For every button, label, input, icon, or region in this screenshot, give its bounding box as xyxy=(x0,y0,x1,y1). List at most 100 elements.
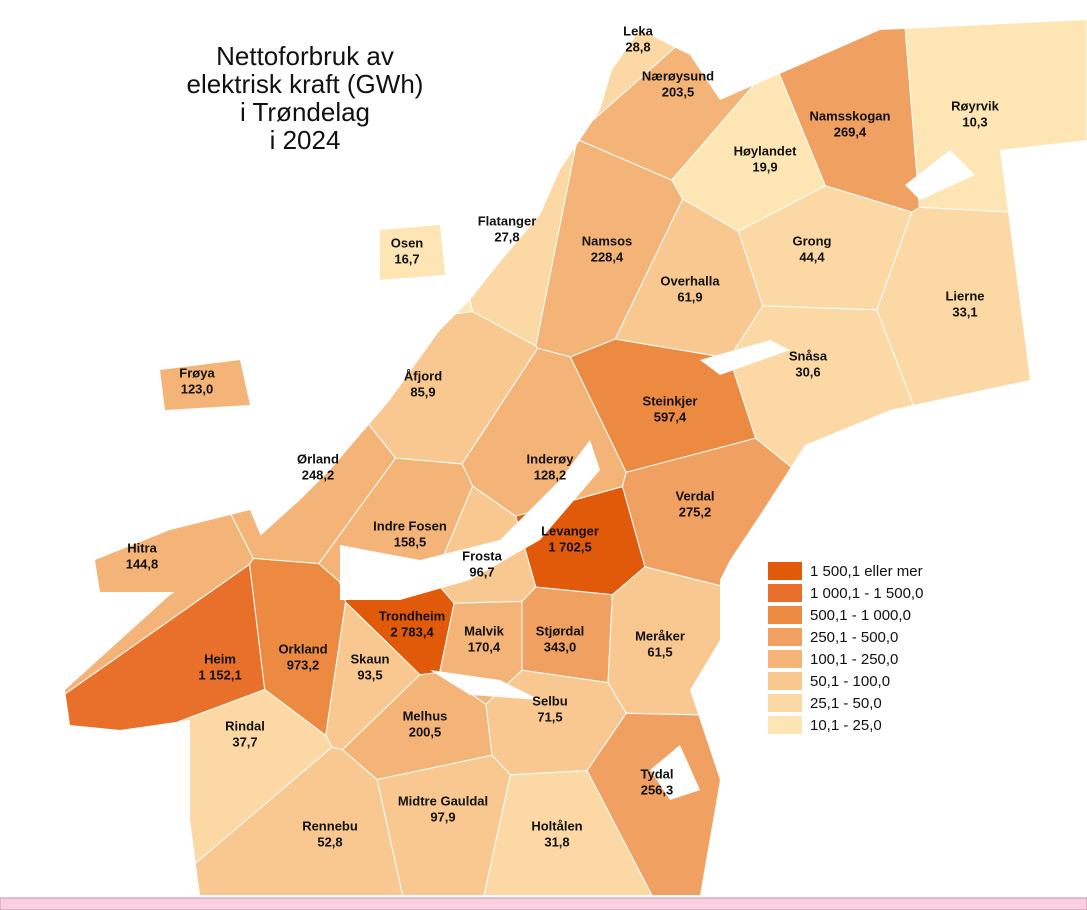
legend-label: 1 500,1 eller mer xyxy=(810,563,923,580)
municipality-name: Frosta xyxy=(462,548,503,563)
municipality-name: Heim xyxy=(204,651,236,666)
municipality-value: 170,4 xyxy=(468,639,501,654)
municipality-name: Midtre Gauldal xyxy=(398,793,488,808)
municipality-name: Åfjord xyxy=(404,368,442,383)
municipality-name: Trondheim xyxy=(379,608,445,623)
municipality-value: 93,5 xyxy=(357,667,382,682)
legend-swatch xyxy=(768,716,802,734)
municipality-area xyxy=(586,712,1087,895)
fjord xyxy=(340,440,600,600)
fjord xyxy=(430,670,540,700)
lake xyxy=(905,150,975,200)
municipality-name: Verdal xyxy=(675,488,714,503)
legend-swatch xyxy=(768,562,802,580)
municipality-name: Røyrvik xyxy=(951,98,999,113)
municipality-value: 52,8 xyxy=(317,834,342,849)
municipality-name: Holtålen xyxy=(531,818,582,833)
title-line: i 2024 xyxy=(270,125,341,155)
municipality-name: Rindal xyxy=(225,718,265,733)
municipality-value: 203,5 xyxy=(662,84,695,99)
municipality-name: Stjørdal xyxy=(536,623,584,638)
municipality-name: Frøya xyxy=(179,365,215,380)
legend-swatch xyxy=(768,628,802,646)
municipality-name: Høylandet xyxy=(734,143,798,158)
legend-label: 25,1 - 50,0 xyxy=(810,695,882,712)
municipality-value: 144,8 xyxy=(126,556,159,571)
municipality-value: 256,3 xyxy=(641,782,674,797)
municipality-value: 597,4 xyxy=(654,409,687,424)
municipality-value: 973,2 xyxy=(287,657,320,672)
municipality-value: 96,7 xyxy=(469,564,494,579)
municipality-value: 85,9 xyxy=(410,384,435,399)
municipality-value: 27,8 xyxy=(494,229,519,244)
municipality-value: 19,9 xyxy=(752,159,777,174)
municipality-name: Orkland xyxy=(278,641,327,656)
legend-label: 500,1 - 1 000,0 xyxy=(810,607,911,624)
municipality-name: Malvik xyxy=(464,623,505,638)
lake xyxy=(700,340,790,375)
municipality-name: Snåsa xyxy=(789,348,828,363)
municipality-value: 1 702,5 xyxy=(548,539,591,554)
municipality-value: 71,5 xyxy=(537,709,562,724)
legend-swatch xyxy=(768,672,802,690)
municipality-name: Selbu xyxy=(532,693,567,708)
legend-swatch xyxy=(768,694,802,712)
legend-swatch xyxy=(768,650,802,668)
municipality-name: Leka xyxy=(623,23,653,38)
title-line: elektrisk kraft (GWh) xyxy=(187,69,424,99)
municipality-area xyxy=(876,206,1087,723)
municipality-name: Skaun xyxy=(350,651,389,666)
legend-swatch xyxy=(768,606,802,624)
municipality-value: 61,9 xyxy=(677,289,702,304)
municipality-value: 97,9 xyxy=(430,809,455,824)
municipality-value: 37,7 xyxy=(232,734,257,749)
municipality-value: 200,5 xyxy=(409,724,442,739)
municipality-name: Overhalla xyxy=(660,273,720,288)
municipality-name: Steinkjer xyxy=(643,393,698,408)
municipality-value: 128,2 xyxy=(534,467,567,482)
municipality-name: Osen xyxy=(391,235,424,250)
municipality-value: 31,8 xyxy=(544,834,569,849)
title-line: Nettoforbruk av xyxy=(216,41,394,71)
municipality-name: Melhus xyxy=(403,708,448,723)
municipality-value: 269,4 xyxy=(834,124,867,139)
municipality-value: 123,0 xyxy=(181,381,214,396)
municipality-value: 10,3 xyxy=(962,114,987,129)
municipality-name: Namsskogan xyxy=(810,108,891,123)
municipality-value: 158,5 xyxy=(394,534,427,549)
municipality-name: Flatanger xyxy=(478,213,537,228)
bottom-bar xyxy=(0,897,1087,910)
municipality-value: 228,4 xyxy=(591,249,624,264)
legend-label: 100,1 - 250,0 xyxy=(810,651,898,668)
municipality-value: 33,1 xyxy=(952,304,977,319)
municipality-value: 1 152,1 xyxy=(198,667,241,682)
municipality-value: 30,6 xyxy=(795,364,820,379)
municipality-value: 44,4 xyxy=(799,249,825,264)
legend: 1 500,1 eller mer 1 000,1 - 1 500,0 500,1 … xyxy=(768,562,923,734)
legend-label: 1 000,1 - 1 500,0 xyxy=(810,585,923,602)
municipality-value: 16,7 xyxy=(394,251,419,266)
title-line: i Trøndelag xyxy=(240,97,370,127)
lake xyxy=(650,745,700,800)
municipality-name: Tydal xyxy=(641,766,674,781)
lakes xyxy=(340,150,975,800)
municipality-name: Nærøysund xyxy=(642,68,714,83)
municipality-value: 343,0 xyxy=(544,639,577,654)
legend-label: 250,1 - 500,0 xyxy=(810,629,898,646)
municipality-name: Indre Fosen xyxy=(373,518,447,533)
municipality-name: Ørland xyxy=(297,451,339,466)
municipality-name: Namsos xyxy=(582,233,633,248)
legend-swatch xyxy=(768,584,802,602)
legend-label: 10,1 - 25,0 xyxy=(810,717,882,734)
municipality-name: Meråker xyxy=(635,628,685,643)
municipality-name: Rennebu xyxy=(302,818,358,833)
municipality-name: Lierne xyxy=(945,288,984,303)
municipality-value: 2 783,4 xyxy=(390,624,434,639)
municipality-name: Grong xyxy=(793,233,832,248)
municipality-value: 248,2 xyxy=(302,467,335,482)
